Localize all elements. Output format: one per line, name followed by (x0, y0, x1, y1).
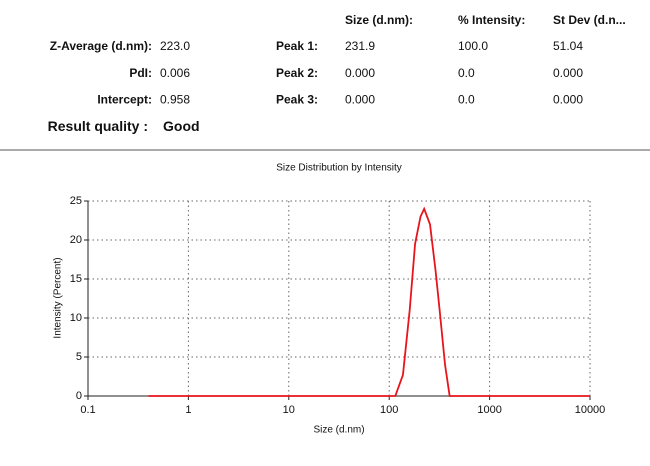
peak-label: Peak 3: (276, 93, 318, 107)
x-tick-label: 100 (380, 404, 398, 416)
y-tick-label: 15 (70, 273, 82, 285)
peak-value: 0.000 (345, 93, 375, 107)
result-label: Intercept: (97, 93, 152, 107)
peak-value: 51.04 (553, 39, 583, 53)
distribution-line (148, 206, 590, 397)
y-tick-label: 5 (76, 351, 82, 363)
y-tick-label: 25 (70, 195, 82, 207)
x-tick-label: 1 (185, 404, 191, 416)
result-label: Result quality : (48, 118, 148, 134)
x-tick-label: 1000 (477, 404, 501, 416)
column-header: % Intensity: (458, 13, 525, 27)
column-header: St Dev (d.n... (553, 13, 626, 27)
chart-title: Size Distribution by Intensity (276, 163, 402, 174)
y-tick-label: 10 (70, 312, 82, 324)
peak-value: 0.000 (553, 66, 583, 80)
result-value: Good (163, 118, 200, 134)
peak-value: 0.000 (345, 66, 375, 80)
column-header: Size (d.nm): (345, 13, 413, 27)
y-axis-label: Intensity (Percent) (53, 257, 64, 338)
result-value: 0.006 (160, 66, 190, 80)
peak-value: 0.0 (458, 93, 475, 107)
peak-label: Peak 2: (276, 66, 318, 80)
result-value: 0.958 (160, 93, 190, 107)
x-tick-label: 10000 (575, 404, 606, 416)
y-tick-label: 20 (70, 234, 82, 246)
y-tick-label: 0 (76, 390, 82, 402)
peak-label: Peak 1: (276, 39, 318, 53)
x-tick-label: 0.1 (80, 404, 95, 416)
peak-value: 0.0 (458, 66, 475, 80)
result-value: 223.0 (160, 39, 190, 53)
x-axis-label: Size (d.nm) (313, 425, 364, 436)
peak-value: 0.000 (553, 93, 583, 107)
peak-value: 231.9 (345, 39, 375, 53)
peak-value: 100.0 (458, 39, 488, 53)
result-label: Z-Average (d.nm): (50, 39, 152, 53)
result-label: PdI: (129, 66, 152, 80)
x-tick-label: 10 (283, 404, 295, 416)
